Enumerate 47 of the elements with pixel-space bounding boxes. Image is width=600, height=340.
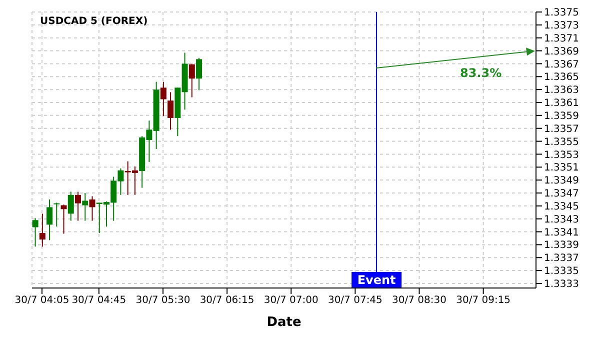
candlestick: [160, 81, 166, 117]
candlestick: [46, 198, 53, 241]
y-tick-label: 1.3339: [544, 240, 579, 252]
y-tick-label: 1.3343: [544, 214, 579, 226]
y-tick-label: 1.3355: [544, 136, 579, 148]
x-tick-label: 30/7 04:05: [14, 295, 70, 306]
candlestick: [32, 218, 38, 248]
candlestick: [54, 202, 60, 228]
y-tick-label: 1.3337: [544, 253, 579, 264]
chart-title: USDCAD 5 (FOREX): [40, 16, 148, 27]
y-tick-label: 1.3367: [544, 59, 579, 70]
y-tick-label: 1.3369: [544, 46, 579, 58]
y-tick-label: 1.3371: [544, 33, 579, 44]
candlestick: [89, 196, 96, 222]
y-tick-label: 1.3333: [544, 279, 579, 290]
y-tick-label: 1.3361: [544, 98, 579, 110]
candlestick: [39, 213, 46, 248]
y-tick-label: 1.3363: [544, 85, 579, 96]
candlestick: [188, 63, 195, 98]
x-axis-title: Date: [266, 315, 302, 330]
y-tick-label: 1.3345: [544, 201, 579, 212]
candlestick: [60, 204, 67, 234]
x-tick-label: 30/7 08:30: [392, 295, 446, 306]
y-tick-label: 1.3341: [544, 227, 579, 238]
y-tick-label: 1.3365: [544, 72, 579, 84]
y-tick-label: 1.3373: [544, 20, 579, 32]
x-tick-label: 30/7 07:00: [264, 295, 318, 306]
y-tick-label: 1.3375: [544, 8, 579, 19]
x-tick-label: 30/7 07:45: [328, 295, 382, 306]
y-tick-label: 1.3351: [544, 162, 579, 174]
candlestick: [168, 92, 174, 130]
candlestick: [196, 57, 202, 91]
candlestick: [75, 191, 81, 222]
y-tick-label: 1.3353: [544, 150, 579, 161]
x-tick-label: 30/7 09:15: [456, 295, 511, 306]
x-tick-label: 30/7 04:45: [72, 295, 126, 306]
annotation: 83.3%: [460, 66, 502, 80]
y-tick-label: 1.3347: [544, 188, 579, 200]
candlestick: [68, 191, 74, 222]
candlestick: [82, 192, 88, 222]
x-tick-label: 30/7 05:30: [136, 295, 190, 306]
y-tick-label: 1.3357: [544, 124, 579, 135]
y-tick-label: 1.3359: [544, 110, 579, 122]
y-tick-label: 1.3349: [544, 176, 579, 187]
x-tick-label: 30/7 06:15: [200, 295, 254, 306]
y-tick-label: 1.3335: [544, 266, 579, 278]
ref-line-label: Event: [357, 273, 396, 287]
